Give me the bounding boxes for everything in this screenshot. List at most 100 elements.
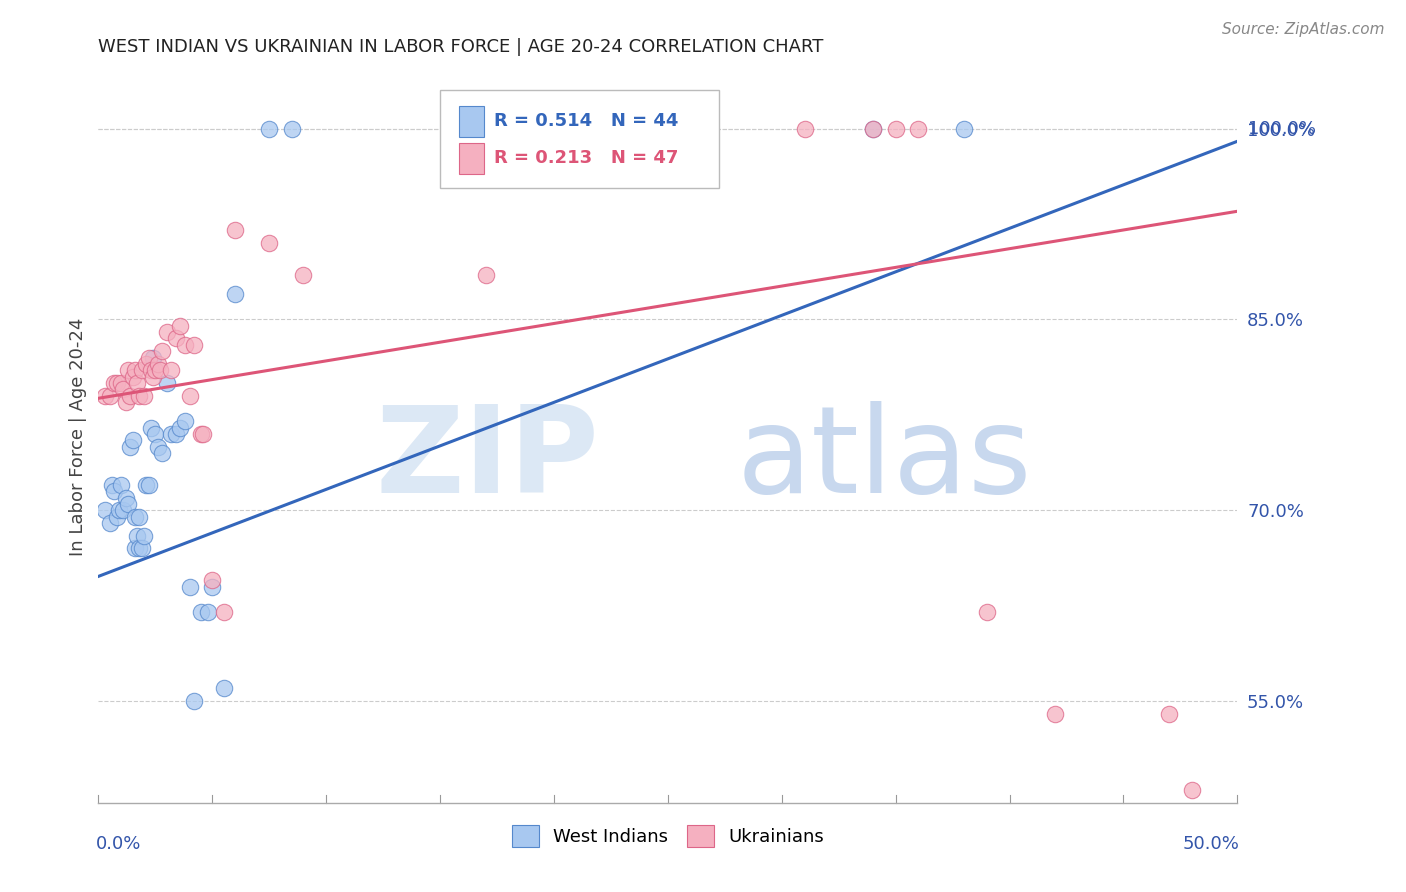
Text: R = 0.514   N = 44: R = 0.514 N = 44 [494,112,678,130]
Point [183,338,205,352]
Point [128,389,150,403]
Point [98,516,121,530]
Point [212,605,235,619]
Point [135,477,157,491]
Point [281,121,304,136]
Point [201,580,224,594]
Point [103,376,125,390]
Point [114,491,136,505]
Point [259,236,281,251]
Point [174,414,197,428]
Bar [460,106,485,137]
Point [94,389,117,403]
Point [862,121,884,136]
Point [105,509,128,524]
Point [197,605,219,619]
Point [179,389,201,403]
Point [149,363,172,377]
Point [160,426,183,441]
Point [156,325,179,339]
Point [183,694,205,708]
Point [169,420,191,434]
Point [224,223,246,237]
Point [139,363,162,377]
Point [953,121,976,136]
Point [160,363,183,377]
Point [112,503,135,517]
Point [132,529,155,543]
Point [657,121,679,136]
Text: 50.0%: 50.0% [1182,835,1240,853]
Point [110,376,132,390]
Text: atlas: atlas [737,401,1032,517]
Point [146,440,169,454]
Point [190,426,212,441]
Point [127,529,149,543]
Legend: West Indians, Ukrainians: West Indians, Ukrainians [503,816,832,856]
Point [132,389,155,403]
Point [114,395,136,409]
Point [907,121,929,136]
Point [101,477,124,491]
Point [146,357,169,371]
Point [884,121,907,136]
Point [131,363,153,377]
Point [224,287,246,301]
Point [145,363,167,377]
Text: ZIP: ZIP [375,401,599,517]
Text: 0.0%: 0.0% [96,835,142,853]
Bar [460,143,485,174]
Point [212,681,235,696]
Point [142,369,165,384]
Text: Source: ZipAtlas.com: Source: ZipAtlas.com [1222,22,1385,37]
Point [124,541,146,556]
Point [105,376,128,390]
Text: 100.0%: 100.0% [1249,120,1316,137]
Point [976,605,998,619]
Point [138,477,160,491]
Point [117,497,139,511]
Text: WEST INDIAN VS UKRAINIAN IN LABOR FORCE | AGE 20-24 CORRELATION CHART: WEST INDIAN VS UKRAINIAN IN LABOR FORCE … [98,38,824,56]
Point [862,121,884,136]
Point [121,369,143,384]
Point [94,503,117,517]
Point [169,318,191,333]
Point [179,580,201,594]
Point [121,434,143,448]
Point [139,420,162,434]
Point [292,268,315,282]
Point [1181,783,1204,797]
Point [150,344,173,359]
Point [127,376,149,390]
Point [156,376,179,390]
Point [98,389,121,403]
FancyBboxPatch shape [440,90,718,188]
Point [128,541,150,556]
Point [120,440,142,454]
Point [103,484,125,499]
Point [135,357,157,371]
Point [131,541,153,556]
Point [259,121,281,136]
Point [128,509,150,524]
Point [138,351,160,365]
Point [201,573,224,587]
Text: R = 0.213   N = 47: R = 0.213 N = 47 [494,149,678,167]
Point [793,121,815,136]
Point [190,605,212,619]
Point [117,363,139,377]
Point [150,446,173,460]
Point [112,383,135,397]
Point [124,509,146,524]
Point [142,351,165,365]
Point [679,121,702,136]
Point [174,338,197,352]
Point [165,426,187,441]
Point [474,268,496,282]
Point [120,389,142,403]
Point [165,331,187,345]
Point [108,503,131,517]
Point [124,363,146,377]
Point [612,121,634,136]
Point [193,426,215,441]
